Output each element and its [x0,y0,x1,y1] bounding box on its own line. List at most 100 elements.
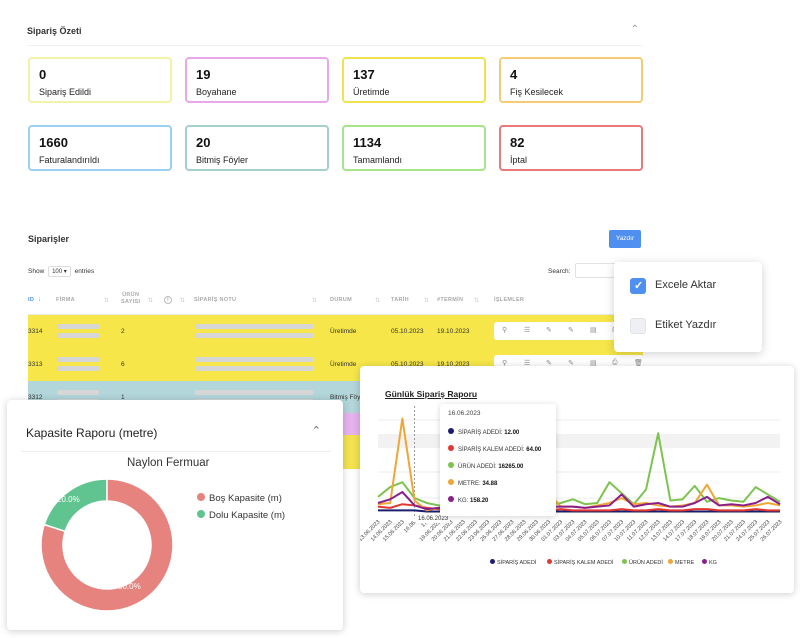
series-dot-icon [448,496,454,502]
stat-value: 82 [510,135,525,150]
series-dot-icon [668,559,673,564]
checkbox-checked-icon[interactable]: ✓ [630,278,646,294]
stat-card[interactable]: 0 Sipariş Edildi [28,57,172,103]
cell-termin: 19.10.2023 [437,361,470,368]
print-button[interactable]: Yazdır [609,230,641,248]
tooltip-label: SİPARİŞ ADEDİ: [458,430,503,436]
tooltip-value: 34.88 [482,481,498,487]
sort-icon[interactable]: ⇅ [148,298,154,304]
tooltip-label: METRE: [458,481,481,487]
stat-card[interactable]: 1660 Faturalandırıldı [28,125,172,171]
column-header-siparis-notu[interactable]: SİPARİŞ NOTU [194,297,237,303]
legend-label: SİPARİŞ ADEDİ [497,560,537,566]
legend-item-dolu[interactable]: Dolu Kapasite (m) [197,510,285,521]
stat-label: Sipariş Edildi [39,87,92,97]
chevron-up-icon[interactable]: ⌃ [311,425,321,437]
chart-tooltip: 16.06.2023 SİPARİŞ ADEDİ: 12.00 SİPARİŞ … [440,404,556,516]
legend-item-bos[interactable]: Boş Kapasite (m) [197,493,282,504]
edit-icon[interactable]: ✎ [546,360,552,367]
search-icon[interactable]: ⚲ [502,327,508,334]
note-icon[interactable]: ✎ [568,360,574,367]
series-line[interactable] [377,417,781,512]
summary-header[interactable]: Sipariş Özeti ⌃ [27,18,643,46]
tooltip-date: 16.06.2023 [448,410,481,417]
trash-icon[interactable]: 🗑 [634,360,643,367]
legend-item[interactable]: KG [702,559,717,566]
pie-slice[interactable] [43,478,108,533]
column-header-islemler: İŞLEMLER [494,297,525,303]
stat-value: 1134 [353,135,382,150]
column-header-durum[interactable]: DURUM [330,297,352,303]
series-dot-icon [547,559,552,564]
cell-count: 6 [121,361,125,368]
series-dot-icon [622,559,627,564]
stat-card[interactable]: 19 Boyahane [185,57,329,103]
note-icon[interactable]: ✎ [568,327,574,334]
stat-label: Faturalandırıldı [39,155,100,165]
summary-title: Sipariş Özeti [27,26,82,36]
legend-label: SİPARİŞ KALEM ADEDİ [554,560,614,566]
capacity-divider [21,451,331,452]
cell-id: 3314 [28,328,43,335]
stat-value: 0 [39,67,47,82]
stat-label: Fiş Kesilecek [510,87,564,97]
legend-swatch-icon [197,493,205,501]
page-length-value: 100 [52,269,63,275]
stat-label: Üretimde [353,87,390,97]
redacted-note [195,390,313,395]
stat-card[interactable]: 20 Bitmiş Föyler [185,125,329,171]
column-header-urun-sayisi[interactable]: ÜRÜN SAYISI [121,292,141,305]
cell-termin: 19.10.2023 [437,328,470,335]
stat-card[interactable]: 4 Fiş Kesilecek [499,57,643,103]
stat-card[interactable]: 82 İptal [499,125,643,171]
redacted-firma [57,390,99,395]
legend-item[interactable]: SİPARİŞ ADEDİ [490,559,536,566]
stat-value: 1660 [39,135,68,150]
stat-value: 19 [196,67,211,82]
export-dropdown: ✓ Excele Aktar Etiket Yazdır [614,262,762,352]
stat-card[interactable]: 137 Üretimde [342,57,486,103]
search-icon[interactable]: ⚲ [502,360,508,367]
edit-icon[interactable]: ✎ [546,327,552,334]
search-label: Search: [548,268,571,275]
redacted-firma [57,357,99,362]
redacted-note [195,366,313,371]
stat-label: Boyahane [196,87,237,97]
sort-icon[interactable]: ↓ [38,297,41,303]
sort-icon[interactable]: ⇅ [312,298,318,304]
column-header-termin[interactable]: #TERMİN [437,297,464,303]
calendar-icon[interactable]: ▤ [590,327,597,334]
cell-count: 1 [121,394,125,401]
legend-item[interactable]: METRE [668,559,694,566]
list-icon[interactable]: ☰ [524,327,531,334]
pie-value-label: 80.0% [118,582,141,591]
page-length-select[interactable]: 100 ▾ [48,266,71,277]
sort-icon[interactable]: ⇅ [104,298,110,304]
column-header-id[interactable]: ID [28,297,35,303]
checkbox-unchecked-icon[interactable] [630,318,646,334]
tooltip-line: METRE: 34.88 [448,479,497,487]
tooltip-value: 16265.00 [498,464,524,470]
info-icon[interactable]: i [164,296,172,304]
pie-slice[interactable] [40,478,174,612]
sort-icon[interactable]: ⇅ [375,298,381,304]
sort-icon[interactable]: ⇅ [474,298,480,304]
sort-icon[interactable]: ⇅ [424,298,430,304]
list-icon[interactable]: ☰ [524,360,531,367]
sort-icon[interactable]: ⇅ [180,298,186,304]
series-line[interactable] [377,490,781,511]
legend-item[interactable]: SİPARİŞ KALEM ADEDİ [547,559,614,566]
column-header-tarih[interactable]: TARİH [391,297,409,303]
print-icon[interactable]: ⎙ [612,359,618,366]
chevron-up-icon[interactable]: ⌃ [630,24,639,35]
stat-card[interactable]: 1134 Tamamlandı [342,125,486,171]
tooltip-value: 12.00 [504,430,520,436]
stat-label: Bitmiş Föyler [196,155,249,165]
redacted-note [195,357,313,362]
capacity-pie-chart: 20.0% 80.0% [40,478,174,612]
show-label: Show [28,268,45,275]
calendar-icon[interactable]: ▤ [590,360,597,367]
column-header-firma[interactable]: FİRMA [56,297,75,303]
legend-item[interactable]: ÜRÜN ADEDİ [622,559,663,566]
